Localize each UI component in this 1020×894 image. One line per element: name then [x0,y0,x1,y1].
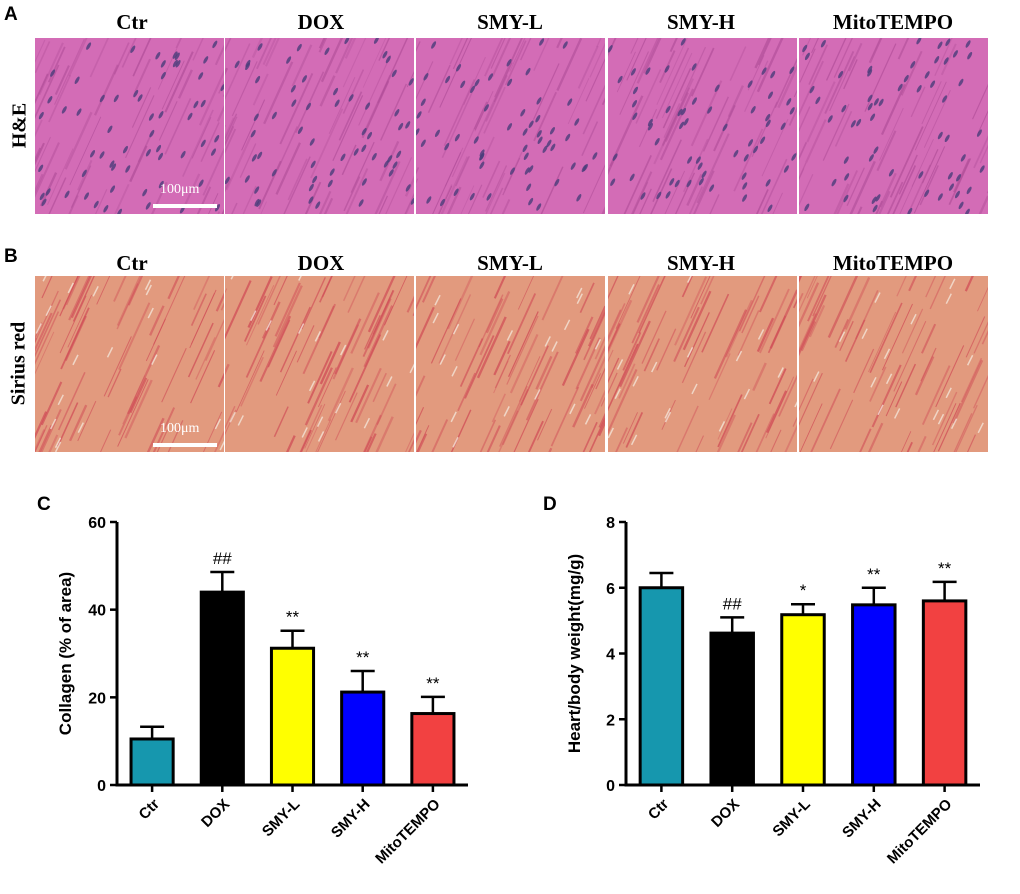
collagen-y-tick-label: 40 [88,603,106,620]
heart-weight-x-tick-label: DOX [708,796,743,831]
heart-weight-y-tick-label: 6 [606,581,615,598]
panel-letter-c: C [37,494,51,515]
sr-column-head-smy-h: SMY-H [666,251,736,275]
sr-image-smy-l [416,276,605,452]
heart-body-weight-bar-chart: 0 2 4 6 8 Heart/body weight(mg/g) Ctr ## DOX * SMY… [565,515,980,868]
sr-image-dox [225,276,414,452]
collagen-x-tick-label: Ctr [136,796,163,823]
he-column-head-smy-l: SMY-L [477,10,543,34]
collagen-y-tick-label: 60 [88,515,106,532]
he-scale-label: 100μm [160,182,200,197]
heart-weight-x-tick-label: Ctr [645,796,672,823]
heart-weight-y-tick-label: 8 [606,515,615,532]
collagen-x-tick-label: DOX [198,796,233,831]
heart-weight-bar [851,603,897,787]
he-column-head-smy-h: SMY-H [666,10,736,34]
he-column-head-mitotempo: MitoTEMPO [832,10,954,34]
sr-image-ctr [35,276,224,452]
sr-column-head-smy-l: SMY-L [477,251,543,275]
collagen-y-tick-label: 20 [88,690,106,707]
collagen-significance-label: ** [286,608,300,627]
heart-weight-significance-label: ## [723,594,742,613]
heart-weight-bar [638,586,685,787]
heart-weight-y-tick-label: 4 [606,647,615,664]
panel-letter-d: D [543,494,557,515]
sr-column-head-ctr: Ctr [116,251,148,275]
he-row-label: H&E [8,102,31,149]
heart-weight-x-tick-label: SMY-H [839,796,885,842]
he-image-smy-h [608,38,797,214]
heart-weight-y-tick-label: 2 [606,712,615,729]
heart-weight-bar [780,613,826,787]
heart-weight-x-tick-label: MitoTEMPO [884,796,956,868]
he-image-mitotempo [799,38,988,214]
sr-column-head-mitotempo: MitoTEMPO [832,251,954,275]
heart-weight-significance-label: ** [938,559,952,578]
collagen-bar-chart: 0 20 40 60 Collagen (% of area) Ctr ## DOX ** SMY… [56,515,468,868]
he-column-head-dox: DOX [297,10,345,34]
sr-scale-bar [153,443,217,447]
heart-weight-bar [709,631,755,787]
panel-letter-b: B [4,246,18,267]
sr-image-mitotempo [799,276,988,452]
collagen-bar [199,590,245,787]
he-image-dox [225,38,414,214]
sr-scale-label: 100μm [160,421,200,436]
collagen-x-tick-label: SMY-L [259,796,303,840]
sr-row-label: Sirius red [7,321,30,406]
collagen-significance-label: ** [426,674,440,693]
sr-column-head-dox: DOX [297,251,345,275]
heart-weight-x-tick-label: SMY-L [769,796,813,840]
he-column-head-ctr: Ctr [116,10,148,34]
he-image-smy-l [416,38,605,214]
collagen-bar [269,646,316,787]
panel-letter-a: A [4,4,18,25]
heart-weight-bar [921,599,968,787]
heart-weight-significance-label: * [800,581,807,600]
collagen-x-tick-label: SMY-H [328,796,374,842]
heart-weight-y-axis-label: Heart/body weight(mg/g) [565,554,584,753]
collagen-y-tick-label: 0 [97,778,106,795]
collagen-bar [129,737,175,787]
heart-weight-significance-label: ** [867,565,881,584]
he-scale-bar [153,204,217,208]
collagen-y-axis-label: Collagen (% of area) [56,572,75,735]
sr-image-smy-h [608,276,797,452]
heart-weight-y-tick-label: 0 [606,778,615,795]
collagen-x-tick-label: MitoTEMPO [372,796,444,868]
collagen-significance-label: ## [213,549,232,568]
he-image-ctr [35,38,224,214]
collagen-significance-label: ** [356,648,370,667]
collagen-bar [340,690,386,787]
collagen-bar [410,712,456,787]
